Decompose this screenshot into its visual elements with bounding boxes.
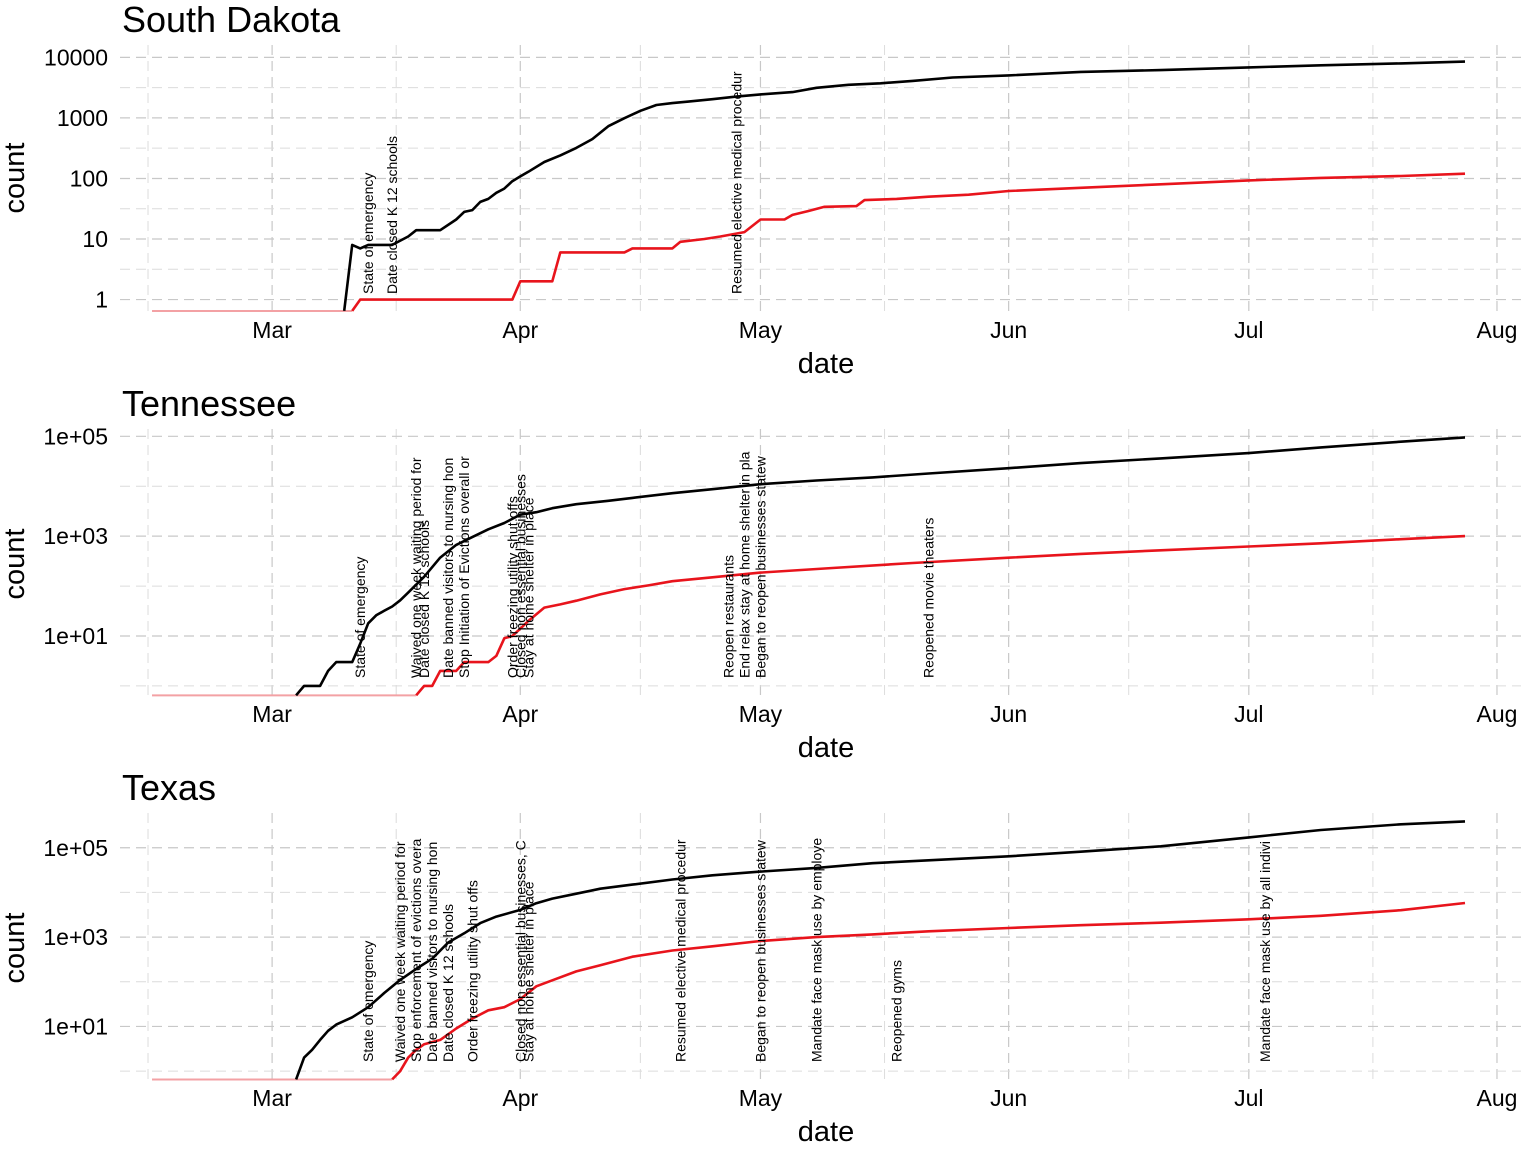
event-annotation: Resumed elective medical procedur (728, 71, 744, 294)
x-tick-label: Aug (1477, 701, 1518, 727)
x-axis-title: date (798, 1116, 854, 1148)
event-annotation: Stop Initiation of Evictions overall or (456, 456, 472, 678)
event-annotation: Closed non essential businesses (512, 474, 528, 678)
event-annotation: Date closed K 12 schools (416, 520, 432, 678)
event-annotation: End relax stay at home shelter in pla (736, 451, 752, 678)
deaths-line (415, 534, 1466, 697)
event-annotation: Reopen restaurants (720, 555, 736, 678)
x-tick-label: May (739, 317, 783, 343)
event-annotation: Stay at home shelter in place (520, 881, 536, 1062)
y-tick-label: 1e+01 (43, 1013, 108, 1039)
y-tick-label: 1e+01 (43, 623, 108, 649)
plot-area: 1 10 100 1000 10000 Mar Apr May Jun Jul Aug State o… (44, 44, 1521, 343)
event-annotation: Order freezing utility shut offs (504, 496, 520, 678)
x-tick-label: Jun (990, 1085, 1027, 1111)
x-tick-label: Mar (252, 317, 292, 343)
x-tick-label: Apr (502, 1085, 538, 1111)
x-tick-label: Jun (990, 701, 1027, 727)
y-tick-label: 1e+05 (43, 423, 108, 449)
event-annotation: Waived one week waiting period for (408, 457, 424, 678)
event-annotation: Resumed elective medical procedur (672, 839, 688, 1062)
x-tick-label: Aug (1477, 317, 1518, 343)
y-axis-title: count (0, 913, 31, 984)
panel-texas: Texas date count 1e+01 1e+03 1e+05 Mar Apr Ma… (0, 767, 1521, 1148)
x-tick-label: Jul (1234, 1085, 1263, 1111)
y-tick-label: 1e+03 (43, 523, 108, 549)
x-tick-label: Jul (1234, 701, 1263, 727)
y-tick-label: 10000 (44, 44, 108, 70)
cases-line (294, 820, 1466, 1080)
event-annotation: Began to reopen businesses statew (753, 455, 769, 678)
event-annotation: State of emergency (360, 941, 376, 1062)
event-annotation: Stay at home shelter in place (520, 497, 536, 678)
event-annotation: Date closed K 12 schools (384, 136, 400, 294)
cases-line (342, 60, 1466, 312)
event-annotation: State of emergency (352, 557, 368, 678)
x-tick-label: May (739, 1085, 783, 1111)
y-axis-title: count (0, 529, 31, 600)
y-tick-label: 100 (70, 165, 108, 191)
deaths-line (351, 172, 1466, 312)
x-tick-label: Apr (502, 317, 538, 343)
event-annotation: Mandate face mask use by employe (809, 838, 825, 1062)
x-tick-label: Apr (502, 701, 538, 727)
y-tick-label: 1 (95, 287, 108, 313)
panel-south-dakota: South Dakota date count 1 10 100 1000 10000 M… (0, 0, 1521, 380)
y-tick-label: 1000 (57, 105, 108, 131)
event-annotation: Reopened movie theaters (921, 518, 937, 678)
event-annotation: Mandate face mask use by all indivi (1257, 841, 1273, 1062)
x-tick-label: Aug (1477, 1085, 1518, 1111)
y-tick-label: 1e+03 (43, 924, 108, 950)
panel-tennessee: Tennessee date count 1e+01 1e+03 1e+05 Mar A… (0, 383, 1521, 764)
deaths-line (391, 901, 1466, 1081)
x-tick-label: Mar (252, 1085, 292, 1111)
event-annotation: Date banned visitors to nursing hon (440, 458, 456, 678)
event-annotation: Date banned visitors to nursing hon (424, 842, 440, 1062)
event-annotation: Waived one week waiting period for (392, 841, 408, 1062)
y-axis-title: count (0, 143, 31, 214)
x-axis-title: date (798, 348, 854, 380)
event-annotation: Closed non essential businesses, C (512, 840, 528, 1062)
panel-title: South Dakota (122, 0, 341, 40)
y-tick-label: 1e+05 (43, 835, 108, 861)
x-axis-title: date (798, 732, 854, 764)
plot-area: 1e+01 1e+03 1e+05 Mar Apr May Jun Jul Aug State o… (43, 813, 1521, 1111)
x-tick-label: Mar (252, 701, 292, 727)
event-annotation: Order freezing utility shut offs (464, 880, 480, 1062)
x-tick-label: Jun (990, 317, 1027, 343)
event-annotation: Date closed K 12 schools (440, 904, 456, 1062)
event-annotation: State of emergency (360, 173, 376, 294)
x-tick-label: May (739, 701, 783, 727)
x-tick-label: Jul (1234, 317, 1263, 343)
panel-title: Tennessee (122, 383, 296, 424)
cases-line (295, 436, 1466, 697)
panel-title: Texas (122, 767, 216, 808)
event-annotation: Began to reopen businesses statew (753, 839, 769, 1062)
event-annotation: Stop enforcement of evictions overa (408, 838, 424, 1062)
event-annotation: Reopened gyms (889, 960, 905, 1062)
plot-area: 1e+01 1e+03 1e+05 Mar Apr May Jun Jul Aug State o… (43, 423, 1521, 727)
y-tick-label: 10 (82, 226, 108, 252)
